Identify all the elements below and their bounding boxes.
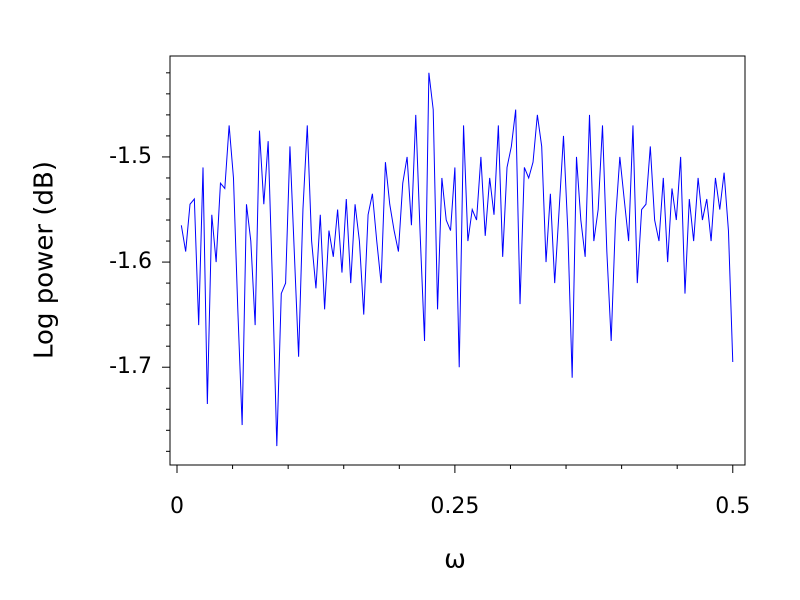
data-line	[180, 72, 734, 447]
x-tick-label: 0	[170, 494, 184, 519]
x-tick-label: 0.25	[430, 494, 479, 519]
y-tick-label: -1.7	[109, 354, 152, 379]
y-axis-label: Log power (dB)	[30, 161, 60, 359]
x-tick-label: 0.5	[715, 494, 750, 519]
x-axis-label: ω	[444, 545, 466, 575]
plot-frame	[169, 55, 746, 466]
y-tick-label: -1.5	[109, 144, 152, 169]
y-tick-label: -1.6	[109, 249, 152, 274]
